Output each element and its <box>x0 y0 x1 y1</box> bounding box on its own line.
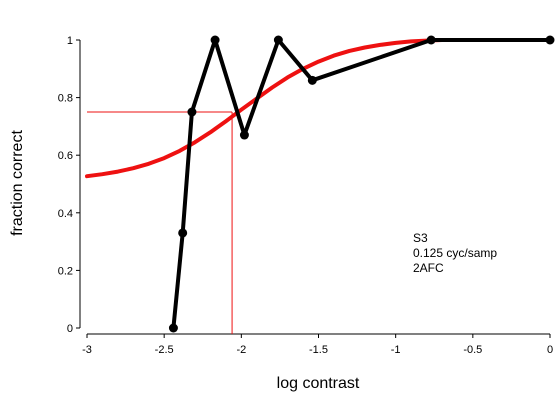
data-point <box>545 35 555 45</box>
x-tick-label: -3 <box>82 344 92 356</box>
data-point <box>210 35 220 45</box>
data-point <box>307 75 317 85</box>
x-tick-label: 0 <box>547 344 553 356</box>
data-point <box>239 130 249 140</box>
x-tick-label: -2 <box>236 344 246 356</box>
y-tick-label: 0 <box>67 323 73 335</box>
x-axis-title: log contrast <box>277 375 360 392</box>
y-tick-label: 0.4 <box>58 208 73 220</box>
annotation-subject: S3 <box>413 231 428 245</box>
data-point <box>273 35 283 45</box>
axes: -3 -2.5 -2 -1.5 -1 -0.5 0 0 0.2 0.4 0.6 0.8 1 <box>58 35 553 356</box>
data-point <box>426 35 436 45</box>
data-line <box>171 38 552 330</box>
y-axis-title: fraction correct <box>9 130 26 236</box>
x-tick-label: -1.5 <box>309 344 328 356</box>
x-tick-label: -0.5 <box>463 344 482 356</box>
y-tick-label: 1 <box>67 35 73 47</box>
fit-curve-layer <box>85 38 552 179</box>
x-tick-label: -1 <box>391 344 401 356</box>
x-tick-label: -2.5 <box>155 344 174 356</box>
labels: log contrast fraction correct S3 0.125 c… <box>9 130 497 392</box>
y-tick-label: 0.2 <box>58 265 73 277</box>
annotation-frequency: 0.125 cyc/samp <box>413 246 497 260</box>
data-series-layer <box>168 35 555 333</box>
data-point <box>187 107 197 117</box>
fit-curve <box>85 38 552 179</box>
data-point <box>168 323 178 333</box>
y-tick-label: 0.8 <box>58 93 73 105</box>
annotation-method: 2AFC <box>413 261 444 275</box>
threshold-lines <box>87 111 233 334</box>
data-point <box>178 228 188 238</box>
y-tick-label: 0.6 <box>58 150 73 162</box>
